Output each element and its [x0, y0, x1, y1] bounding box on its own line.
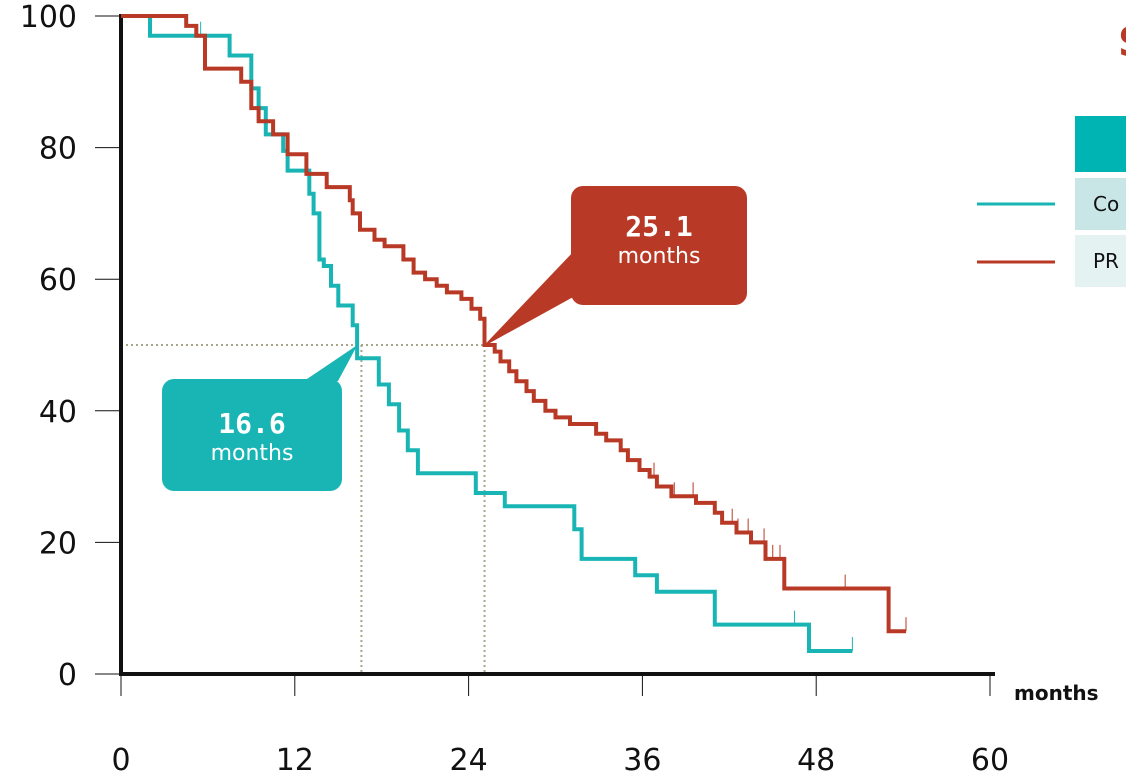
legend-header [1075, 116, 1126, 172]
y-tick-label: 100 [20, 0, 77, 35]
x-axis-unit-label: months [1014, 681, 1099, 705]
x-tick-label: 60 [971, 743, 1009, 778]
x-tick-label: 24 [450, 743, 488, 778]
axes [95, 14, 995, 696]
median-callout-control: 16.6 months [162, 379, 342, 491]
legend-title: S [1118, 20, 1126, 66]
median-reference-lines [121, 344, 486, 674]
median-unit-control: months [210, 441, 294, 466]
tick-labels: 0 20 40 60 80 100 0 12 24 36 48 60 months [20, 0, 1099, 778]
x-tick-label: 36 [623, 743, 661, 778]
y-tick-label: 0 [58, 658, 77, 693]
median-value-control: 16.6 [218, 407, 286, 440]
median-value-prrt: 25.1 [625, 210, 693, 243]
km-curve-pr [121, 14, 906, 634]
legend-lines [977, 202, 1055, 264]
series-layer [121, 14, 907, 653]
y-tick-label: 40 [39, 395, 77, 430]
legend-row-control: Co [1075, 178, 1126, 230]
y-tick-label: 60 [39, 263, 77, 298]
y-tick-label: 20 [39, 526, 77, 561]
legend-row-prrt: PR [1075, 235, 1126, 287]
y-tick-label: 80 [39, 132, 77, 167]
x-tick-label: 48 [797, 743, 835, 778]
x-tick-label: 0 [111, 743, 130, 778]
callout-pointer-control [304, 345, 358, 381]
median-unit-prrt: months [617, 244, 701, 269]
callout-pointer-prrt [482, 250, 575, 347]
x-tick-label: 12 [276, 743, 314, 778]
km-curve-co [121, 14, 853, 653]
callout-pointers [304, 250, 575, 381]
median-callout-prrt: 25.1 months [571, 186, 747, 305]
